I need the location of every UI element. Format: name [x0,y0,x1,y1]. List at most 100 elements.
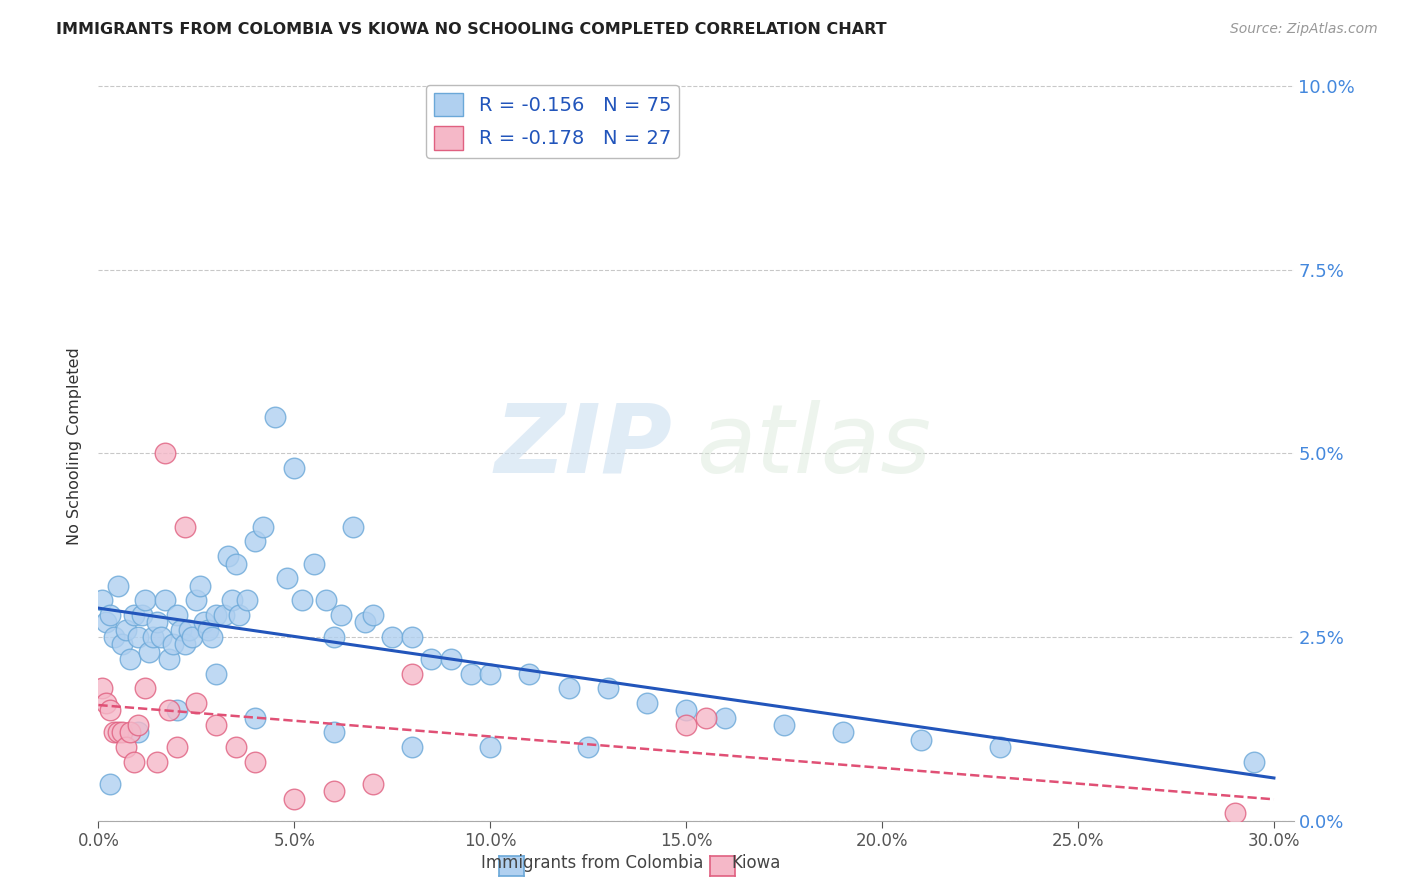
Point [98,607,121,622]
Point [96,696,118,710]
Point [714,711,737,725]
Point [127,630,149,644]
Point [186,696,208,710]
Point [134,681,156,696]
Point [146,615,169,630]
Point [440,652,463,666]
Point [675,703,697,717]
Point [283,791,305,805]
Point [243,711,266,725]
Point [225,557,247,571]
Point [173,637,195,651]
Point [177,623,200,637]
Point [157,703,180,717]
Point [479,666,502,681]
Point [166,607,188,622]
Point [98,777,121,791]
Point [217,549,239,564]
Point [181,630,204,644]
Point [302,557,325,571]
Point [115,623,138,637]
Point [354,615,377,630]
Point [142,630,165,644]
Point [675,718,697,732]
Point [636,696,658,710]
Point [322,784,344,798]
Point [157,652,180,666]
Text: Kiowa: Kiowa [731,855,780,872]
Point [910,732,932,747]
Point [153,446,176,460]
Point [166,740,188,755]
Point [197,623,219,637]
Point [115,740,138,755]
Point [460,666,482,681]
Point [291,593,314,607]
Legend: R = -0.156   N = 75, R = -0.178   N = 27: R = -0.156 N = 75, R = -0.178 N = 27 [426,85,679,158]
Point [193,615,215,630]
Point [236,593,259,607]
Text: IMMIGRANTS FROM COLOMBIA VS KIOWA NO SCHOOLING COMPLETED CORRELATION CHART: IMMIGRANTS FROM COLOMBIA VS KIOWA NO SCH… [56,22,887,37]
Point [146,755,169,769]
Point [361,607,384,622]
Point [131,607,153,622]
Point [111,725,134,739]
Point [228,607,250,622]
Point [134,593,156,607]
Point [122,755,145,769]
Point [252,520,274,534]
Text: Source: ZipAtlas.com: Source: ZipAtlas.com [1230,22,1378,37]
Point [401,630,423,644]
Point [342,520,364,534]
Point [330,607,353,622]
Point [832,725,855,739]
Point [1243,755,1265,769]
Text: Immigrants from Colombia: Immigrants from Colombia [481,855,703,872]
Point [315,593,337,607]
Point [205,666,228,681]
Point [118,725,141,739]
Point [205,607,228,622]
Point [401,740,423,755]
Point [127,725,149,739]
Point [283,461,305,475]
Point [695,711,717,725]
Point [91,681,114,696]
Point [188,578,211,592]
Point [173,520,195,534]
Point [401,666,423,681]
Point [322,630,344,644]
Point [225,740,247,755]
Point [773,718,796,732]
Point [420,652,443,666]
Point [1223,806,1246,821]
Point [596,681,619,696]
Point [107,578,129,592]
Point [205,718,228,732]
Point [96,615,118,630]
Point [212,607,235,622]
Y-axis label: No Schooling Completed: No Schooling Completed [67,347,83,545]
Point [103,630,125,644]
Point [118,652,141,666]
Point [243,534,266,549]
Point [361,777,384,791]
Point [166,703,188,717]
Point [103,725,125,739]
Point [150,630,173,644]
Point [988,740,1011,755]
Point [107,725,129,739]
Point [186,593,208,607]
Point [201,630,224,644]
Text: atlas: atlas [696,400,931,492]
Point [557,681,579,696]
Point [479,740,502,755]
Point [221,593,243,607]
Point [122,607,145,622]
Point [381,630,404,644]
Point [276,571,298,585]
Point [138,645,160,659]
Point [98,703,121,717]
Point [153,593,176,607]
Point [322,725,344,739]
